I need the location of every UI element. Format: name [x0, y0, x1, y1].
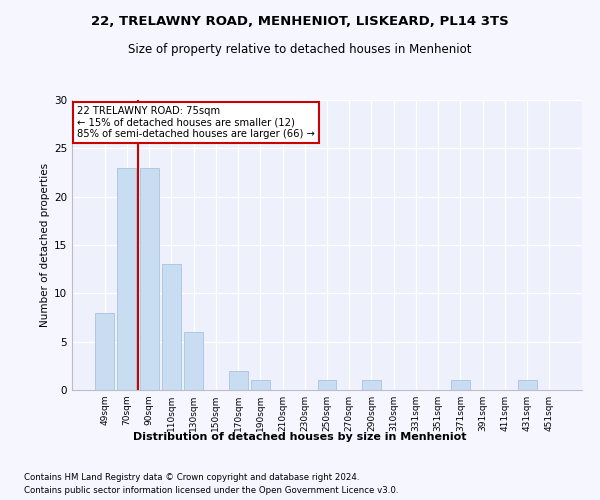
- Bar: [140, 168, 158, 390]
- Text: Distribution of detached houses by size in Menheniot: Distribution of detached houses by size …: [133, 432, 467, 442]
- Bar: [317, 380, 337, 390]
- Bar: [95, 312, 114, 390]
- Bar: [229, 370, 248, 390]
- Text: Contains public sector information licensed under the Open Government Licence v3: Contains public sector information licen…: [24, 486, 398, 495]
- Bar: [518, 380, 536, 390]
- Text: Contains HM Land Registry data © Crown copyright and database right 2024.: Contains HM Land Registry data © Crown c…: [24, 472, 359, 482]
- Bar: [251, 380, 270, 390]
- Bar: [118, 168, 136, 390]
- Text: 22, TRELAWNY ROAD, MENHENIOT, LISKEARD, PL14 3TS: 22, TRELAWNY ROAD, MENHENIOT, LISKEARD, …: [91, 15, 509, 28]
- Text: Size of property relative to detached houses in Menheniot: Size of property relative to detached ho…: [128, 42, 472, 56]
- Bar: [162, 264, 181, 390]
- Bar: [362, 380, 381, 390]
- Text: 22 TRELAWNY ROAD: 75sqm
← 15% of detached houses are smaller (12)
85% of semi-de: 22 TRELAWNY ROAD: 75sqm ← 15% of detache…: [77, 106, 315, 139]
- Bar: [451, 380, 470, 390]
- Y-axis label: Number of detached properties: Number of detached properties: [40, 163, 50, 327]
- Bar: [184, 332, 203, 390]
